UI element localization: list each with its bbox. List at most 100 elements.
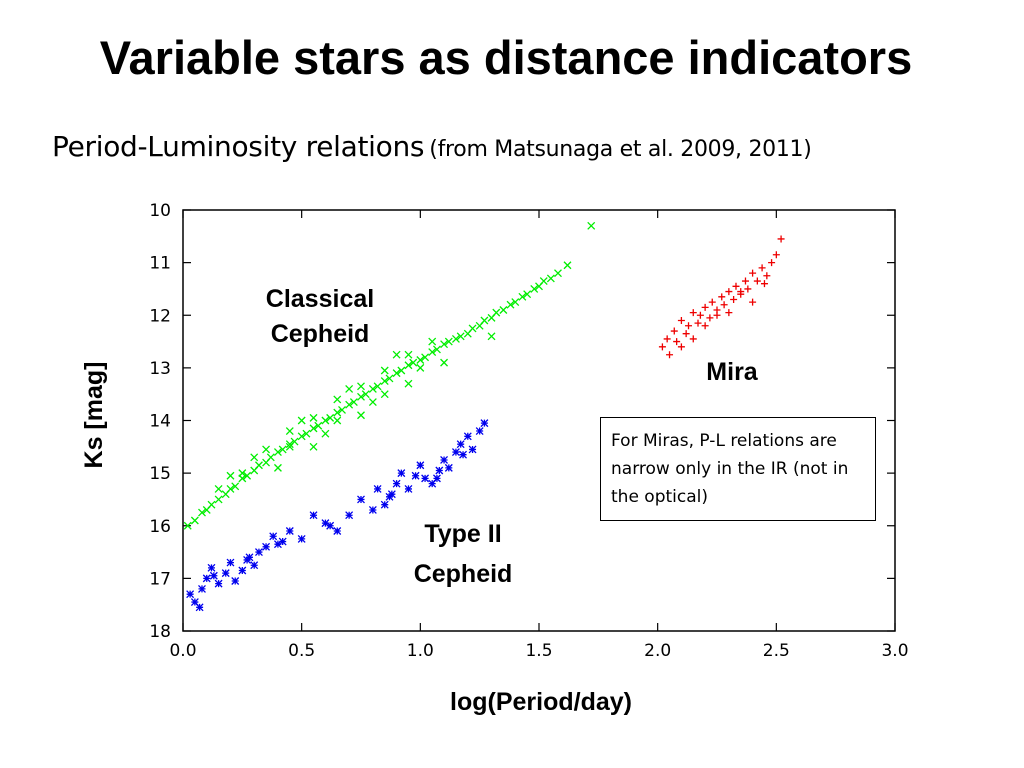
data-point: [670, 327, 678, 335]
data-point: [361, 390, 370, 399]
data-point: [190, 598, 199, 607]
y-tick-label: 14: [149, 412, 171, 432]
data-point: [380, 377, 389, 385]
data-point: [368, 398, 377, 407]
data-point: [487, 332, 496, 341]
data-point: [587, 221, 596, 230]
data-point: [456, 332, 465, 341]
data-point: [539, 277, 548, 286]
data-point: [198, 584, 206, 593]
data-point: [321, 519, 330, 528]
data-point: [207, 563, 216, 572]
data-point: [285, 427, 294, 435]
data-point: [269, 532, 278, 541]
data-point: [468, 445, 477, 454]
data-point: [214, 495, 223, 504]
data-point: [440, 456, 449, 464]
data-point: [468, 324, 477, 333]
data-point: [763, 272, 771, 280]
data-point: [749, 269, 757, 277]
data-point: [416, 356, 425, 364]
data-point: [416, 363, 425, 372]
data-point: [309, 413, 318, 422]
data-point: [666, 351, 674, 359]
data-point: [321, 416, 330, 425]
data-point: [333, 395, 342, 404]
data-point: [409, 358, 418, 367]
data-point: [475, 427, 484, 435]
data-point: [696, 311, 704, 319]
data-point: [285, 442, 294, 451]
data-point: [404, 350, 413, 359]
data-point: [309, 511, 318, 520]
data-point: [518, 292, 527, 301]
data-point: [682, 330, 690, 338]
data-point: [435, 466, 444, 475]
series-1: [186, 419, 489, 612]
data-point: [368, 506, 377, 514]
data-point: [760, 280, 768, 288]
data-point: [302, 429, 311, 438]
data-point: [777, 235, 785, 243]
data-point: [444, 463, 453, 472]
data-point: [183, 521, 192, 530]
data-point: [677, 317, 685, 325]
data-point: [309, 442, 318, 451]
annotation-label: Cepheid: [271, 320, 370, 348]
series-0: [183, 221, 596, 530]
annotation-label: Cepheid: [414, 560, 513, 588]
annotations: Classical Cepheid Type II Cepheid Mira: [266, 285, 759, 588]
data-point: [428, 348, 437, 357]
data-point: [397, 469, 406, 478]
data-point: [266, 453, 275, 462]
data-point: [404, 379, 413, 388]
annotation-label: Mira: [706, 358, 759, 386]
data-point: [214, 484, 223, 493]
data-point: [385, 374, 394, 383]
data-point: [226, 484, 235, 493]
data-point: [706, 314, 714, 322]
data-point: [432, 474, 441, 483]
data-point: [373, 484, 382, 493]
data-points: [183, 221, 785, 612]
data-point: [226, 558, 235, 567]
data-point: [380, 390, 389, 399]
data-point: [250, 453, 259, 462]
x-tick-label: 1.5: [525, 641, 552, 661]
data-point: [297, 416, 306, 425]
data-point: [658, 343, 666, 351]
annotation-label: Classical: [266, 285, 374, 313]
data-point: [333, 416, 342, 425]
data-point: [368, 384, 377, 393]
data-point: [207, 500, 216, 509]
slide-title: Variable stars as distance indicators: [99, 31, 913, 84]
data-point: [416, 461, 425, 470]
data-point: [273, 540, 282, 549]
mira-note-box: For Miras, P-L relations are narrow only…: [600, 417, 876, 521]
y-tick-label: 13: [149, 359, 171, 379]
data-point: [195, 603, 204, 612]
data-point: [451, 334, 460, 343]
data-point: [333, 408, 342, 417]
data-point: [772, 251, 780, 259]
data-point: [741, 277, 749, 285]
data-point: [238, 469, 247, 478]
x-tick-label: 1.0: [407, 641, 434, 661]
data-point: [226, 471, 235, 480]
data-point: [506, 300, 515, 309]
x-tick-label: 2.0: [644, 641, 671, 661]
data-point: [326, 413, 335, 422]
data-point: [373, 382, 382, 391]
x-tick-label: 3.0: [881, 641, 908, 661]
data-point: [701, 303, 709, 311]
data-point: [459, 450, 468, 459]
data-point: [392, 350, 401, 359]
data-point: [749, 298, 757, 306]
data-point: [554, 269, 562, 278]
data-point: [718, 293, 726, 301]
data-point: [673, 338, 681, 346]
data-point: [262, 445, 271, 454]
data-point: [456, 440, 465, 449]
data-point: [243, 471, 252, 480]
data-point: [713, 311, 721, 319]
